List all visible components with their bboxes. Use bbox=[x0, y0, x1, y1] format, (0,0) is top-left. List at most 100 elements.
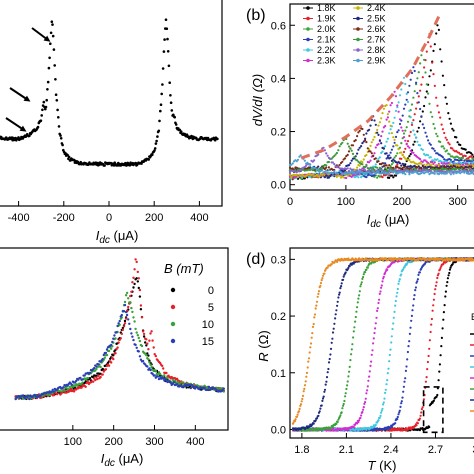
panel-b-point-2.0K-76 bbox=[390, 163, 393, 166]
panel-b-point-2.3K-81 bbox=[397, 110, 400, 113]
panel-d-point-3-150 bbox=[392, 322, 395, 325]
panel-d-point-7-36 bbox=[315, 300, 319, 303]
panel-b-point-2.1K-86 bbox=[404, 103, 407, 106]
panel-b-point-2.8K-27 bbox=[325, 152, 328, 155]
panel-d-point-3-142 bbox=[386, 372, 389, 375]
panel-c-point-10-111 bbox=[132, 316, 135, 319]
panel-b-point-2.9K-6 bbox=[296, 158, 300, 161]
panel-b-point-2.2K-85 bbox=[402, 76, 406, 79]
panel-c-point-15-103 bbox=[123, 303, 127, 307]
panel-d-point-2-190 bbox=[418, 271, 421, 274]
panel-b-point-2.2K-105 bbox=[429, 156, 432, 159]
panel-c-point-10-125 bbox=[147, 358, 150, 361]
panel-b-point-1.8K-119 bbox=[448, 117, 451, 120]
panel-b-point-2.6K-66 bbox=[377, 160, 380, 163]
panel-c-point-15-109 bbox=[130, 332, 133, 335]
panel-d-point-7-4 bbox=[294, 418, 297, 421]
panel-b-legend-label-7: 2.5K bbox=[367, 14, 386, 24]
panel-c-point-5-78 bbox=[97, 374, 100, 377]
panel-b-point-1.8K-100 bbox=[423, 104, 426, 108]
panel-b-point-2.1K-74 bbox=[388, 154, 391, 157]
panel-b-legend-label-1: 1.9K bbox=[317, 14, 336, 24]
panel-b-point-2.6K-41 bbox=[343, 157, 347, 160]
panel-d-point-4-131 bbox=[379, 290, 382, 293]
panel-b-point-2.2K-74 bbox=[388, 132, 391, 135]
panel-b-point-2.4K-5 bbox=[295, 173, 298, 176]
panel-d-point-2-162 bbox=[400, 402, 403, 405]
panel-b-point-1.9K-118 bbox=[447, 141, 450, 144]
panel-b-point-2.9K-19 bbox=[314, 166, 317, 169]
panel-b-point-2.0K-105 bbox=[429, 111, 432, 114]
panel-c-point-15-74 bbox=[93, 366, 96, 370]
panel-d-point-2-182 bbox=[413, 294, 416, 297]
panel-a-xtick-label-4: 400 bbox=[190, 212, 208, 224]
panel-d-point-3-141 bbox=[386, 379, 389, 382]
panel-d-point-7-16 bbox=[302, 390, 305, 393]
panel-d-point-2-165 bbox=[402, 390, 405, 393]
panel-d-point-2-164 bbox=[401, 396, 404, 399]
panel-b-point-2.7K-24 bbox=[321, 167, 324, 170]
panel-b-point-2.3K-79 bbox=[394, 95, 398, 98]
panel-d-point-6-53 bbox=[327, 367, 330, 371]
panel-d-point-5-92 bbox=[353, 326, 356, 329]
panel-d-point-3-152 bbox=[393, 310, 396, 313]
panel-a-point-84 bbox=[57, 125, 61, 128]
panel-b-point-2.0K-112 bbox=[439, 140, 442, 144]
panel-c-xtick-label-0: 100 bbox=[64, 436, 82, 448]
panel-b-point-2.1K-76 bbox=[390, 148, 393, 151]
panel-c-point-10-156 bbox=[180, 381, 183, 384]
panel-b-point-2.1K-71 bbox=[384, 162, 387, 165]
panel-d-point-3-132 bbox=[380, 411, 383, 414]
panel-b-point-2.8K-43 bbox=[346, 167, 349, 170]
panel-d-point-4-136 bbox=[382, 275, 385, 278]
panel-d-point-2-177 bbox=[410, 319, 413, 322]
panel-d-point-2-173 bbox=[407, 345, 410, 348]
panel-d-point-1-209 bbox=[431, 309, 434, 312]
panel-c-point-15-12 bbox=[27, 394, 30, 397]
panel-b-xtick-label-2: 200 bbox=[393, 196, 411, 208]
panel-b-point-2.6K-133 bbox=[467, 166, 470, 169]
panel-d-point-7-32 bbox=[313, 316, 316, 319]
panel-a-point-236 bbox=[167, 64, 171, 68]
panel-c-point-10-116 bbox=[137, 336, 140, 340]
panel-b-legend-label-3: 2.1K bbox=[317, 35, 336, 45]
panel-c-point-5-117 bbox=[138, 288, 142, 292]
panel-d-point-3-145 bbox=[388, 353, 391, 357]
panel-b-point-2.4K-6 bbox=[296, 175, 300, 178]
panel-b-point-2.2K-99 bbox=[421, 148, 424, 152]
panel-b-point-1.9K-90 bbox=[409, 130, 412, 134]
panel-b-point-2.2K-51 bbox=[357, 176, 360, 179]
panel-d-point-3-162 bbox=[400, 273, 403, 276]
panel-b-point-1.8K-122 bbox=[452, 129, 455, 132]
panel-b-point-2.9K-88 bbox=[406, 170, 410, 173]
panel-d-point-6-64 bbox=[334, 313, 337, 316]
panel-d-point-1-206 bbox=[429, 330, 432, 334]
panel-c-point-10-127 bbox=[149, 363, 152, 366]
panel-b-point-2.6K-64 bbox=[374, 157, 377, 160]
panel-d-point-1-205 bbox=[428, 339, 431, 342]
panel-b-point-1.9K-119 bbox=[448, 143, 451, 146]
panel-b-point-2.2K-79 bbox=[394, 109, 398, 112]
panel-b-point-2.6K-47 bbox=[351, 144, 355, 147]
panel-d-point-3-157 bbox=[396, 287, 399, 291]
panel-b-point-2.9K-24 bbox=[321, 169, 324, 172]
panel-c-point-15-108 bbox=[129, 327, 132, 331]
panel-b-point-2.6K-130 bbox=[463, 166, 466, 169]
panel-b-point-2.4K-78 bbox=[393, 138, 396, 141]
panel-d-point-6-61 bbox=[332, 327, 335, 330]
panel-b-point-2.9K-46 bbox=[350, 170, 353, 173]
panel-a-point-238 bbox=[169, 94, 172, 97]
panel-c-legend-marker-1 bbox=[170, 304, 176, 310]
panel-d-point-6-51 bbox=[325, 376, 329, 379]
panel-b-point-2.5K-68 bbox=[380, 142, 383, 145]
panel-c-point-15-124 bbox=[146, 365, 149, 368]
panel-b-point-1.9K-117 bbox=[445, 138, 448, 141]
panel-d-point-6-72 bbox=[340, 285, 343, 288]
panel-c-point-15-13 bbox=[28, 397, 31, 401]
panel-b-point-2.9K-122 bbox=[452, 172, 455, 175]
panel-b-point-2.1K-104 bbox=[428, 142, 431, 145]
panel-d-point-2-186 bbox=[416, 280, 419, 283]
panel-d-point-2-188 bbox=[417, 273, 420, 276]
panel-b-point-2.7K-124 bbox=[455, 167, 458, 170]
panel-c-point-15-110 bbox=[131, 335, 134, 338]
